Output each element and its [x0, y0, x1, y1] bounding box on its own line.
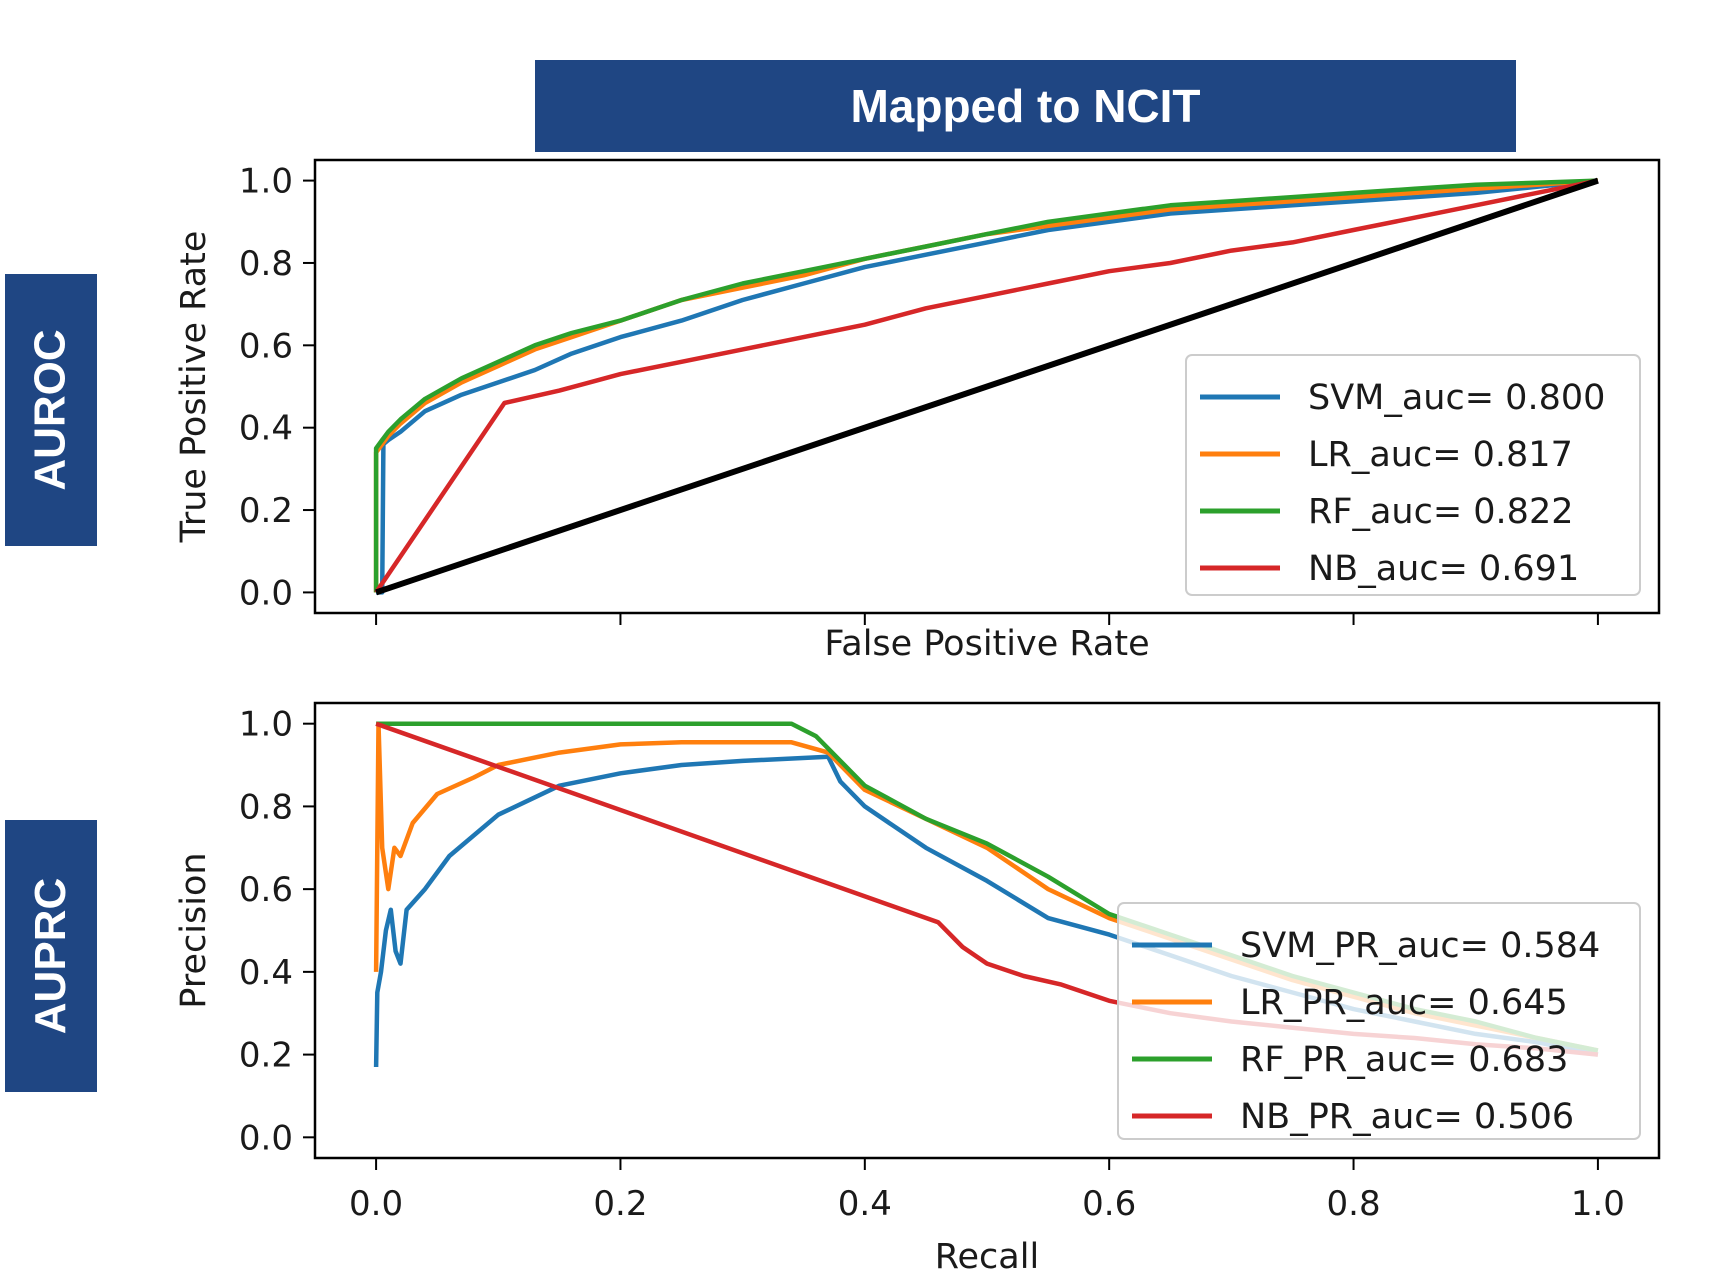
- legend-box: [1117, 902, 1641, 1140]
- legend-label: LR_auc= 0.817: [1308, 435, 1573, 475]
- series-line-nb-3: [374, 178, 1599, 594]
- legend-label: SVM_PR_auc= 0.584: [1240, 926, 1600, 966]
- legend-label: LR_PR_auc= 0.645: [1240, 983, 1568, 1023]
- x-tick-label: 0.6: [1082, 1184, 1136, 1224]
- chart-title-banner: Mapped to NCIT: [535, 60, 1516, 152]
- y-tick-label: 0.6: [239, 870, 293, 910]
- x-tick-label: 0.2: [593, 1184, 647, 1224]
- y-tick-label: 0.4: [239, 953, 293, 993]
- plot-frame: [313, 158, 1661, 615]
- y-tick-label: 0.6: [239, 326, 293, 366]
- chart-panel-2: 0.0 0.2 0.4 0.6 0.8 1.0 0.0 0.2 0.4 0.6 0.8 1.0 Reca…: [174, 701, 1661, 1277]
- x-tick-label: 1.0: [1571, 1184, 1625, 1224]
- series-line-svm-0: [376, 178, 1599, 595]
- x-axis-label: Recall: [935, 1237, 1039, 1277]
- y-tick-label: 0.4: [239, 409, 293, 449]
- legend-label: NB_PR_auc= 0.506: [1240, 1097, 1574, 1137]
- series-line-rf-2: [373, 178, 1598, 593]
- legend-box: [1185, 354, 1641, 596]
- y-tick-label: 0.8: [239, 244, 293, 284]
- x-axis-label: False Positive Rate: [824, 624, 1149, 664]
- y-tick-label: 0.2: [239, 1036, 293, 1076]
- x-tick-label: 0.8: [1327, 1184, 1381, 1224]
- legend-label: NB_auc= 0.691: [1308, 549, 1579, 589]
- y-tick-label: 1.0: [239, 162, 293, 202]
- series-line-baseline-4: [375, 177, 1599, 596]
- legend: SVM_auc= 0.800 LR_auc= 0.817 RF_auc= 0.822…: [1185, 354, 1641, 596]
- legend-label: RF_auc= 0.822: [1308, 492, 1573, 532]
- y-tick-label: 0.8: [239, 787, 293, 827]
- y-tick-label: 0.0: [239, 573, 293, 613]
- x-tick-label: 0.4: [838, 1184, 892, 1224]
- legend-label: SVM_auc= 0.800: [1308, 378, 1605, 418]
- y-tick-label: 1.0: [239, 705, 293, 745]
- series-group: [373, 177, 1599, 596]
- x-tick-label: 0.0: [349, 1184, 403, 1224]
- y-tick-label: 0.0: [239, 1118, 293, 1158]
- auroc-side-label: AUROC: [5, 274, 97, 546]
- y-axis-label: Precision: [174, 852, 214, 1008]
- series-line-lr-1: [373, 178, 1599, 593]
- auprc-side-label: AUPRC: [5, 820, 97, 1092]
- y-axis-label: True Positive Rate: [174, 231, 214, 544]
- plot-frame: [313, 701, 1661, 1160]
- chart-panel-1: 0.0 0.2 0.4 0.6 0.8 1.0 False Positive Rate Tru…: [174, 158, 1661, 664]
- legend: SVM_PR_auc= 0.584 LR_PR_auc= 0.645 RF_PR_a…: [1117, 902, 1641, 1140]
- y-tick-label: 0.2: [239, 491, 293, 531]
- legend-label: RF_PR_auc= 0.683: [1240, 1040, 1568, 1080]
